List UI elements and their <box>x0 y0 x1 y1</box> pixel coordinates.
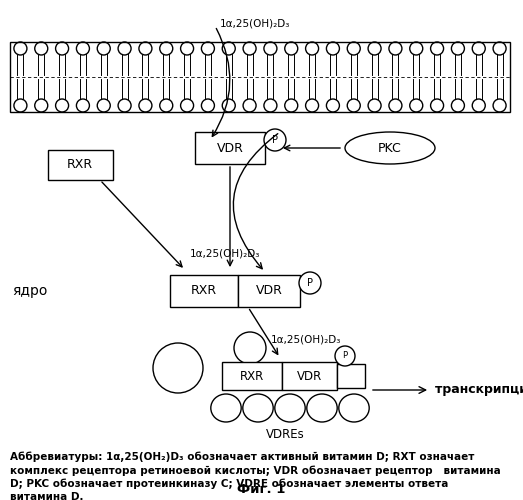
Circle shape <box>347 99 360 112</box>
Ellipse shape <box>211 394 241 422</box>
Circle shape <box>472 42 485 55</box>
Circle shape <box>55 99 69 112</box>
Text: Фиг. 1: Фиг. 1 <box>237 483 285 496</box>
Circle shape <box>285 42 298 55</box>
Text: RXR: RXR <box>191 284 217 298</box>
Circle shape <box>234 332 266 364</box>
Text: P: P <box>343 352 348 360</box>
Text: VDR: VDR <box>217 142 243 154</box>
Text: VDR: VDR <box>297 370 322 382</box>
Circle shape <box>14 42 27 55</box>
Circle shape <box>118 42 131 55</box>
Circle shape <box>347 42 360 55</box>
Text: 1α,25(OH)₂D₃: 1α,25(OH)₂D₃ <box>220 18 290 28</box>
FancyArrowPatch shape <box>373 386 426 394</box>
Text: ядро: ядро <box>12 284 48 298</box>
Bar <box>48 150 112 180</box>
Circle shape <box>493 99 506 112</box>
Text: PKC: PKC <box>378 142 402 154</box>
Text: P: P <box>272 135 278 145</box>
Text: P: P <box>307 278 313 288</box>
Circle shape <box>493 42 506 55</box>
Circle shape <box>153 343 203 393</box>
Circle shape <box>410 42 423 55</box>
Text: Аббревиатуры: 1α,25(OH₂)D₃ обозначает активный витамин D; RXT означает
комплекс : Аббревиатуры: 1α,25(OH₂)D₃ обозначает ак… <box>10 452 501 500</box>
Circle shape <box>180 42 194 55</box>
Circle shape <box>326 99 339 112</box>
Circle shape <box>160 99 173 112</box>
Circle shape <box>264 129 286 151</box>
Circle shape <box>243 99 256 112</box>
Bar <box>10 42 510 112</box>
FancyArrowPatch shape <box>102 182 182 267</box>
FancyArrowPatch shape <box>285 145 340 151</box>
Ellipse shape <box>243 394 273 422</box>
Circle shape <box>305 99 319 112</box>
Text: транскрипция гена: транскрипция гена <box>435 384 523 396</box>
Circle shape <box>368 99 381 112</box>
Bar <box>195 132 265 164</box>
Circle shape <box>243 42 256 55</box>
Circle shape <box>410 99 423 112</box>
Circle shape <box>264 42 277 55</box>
Circle shape <box>180 99 194 112</box>
Text: RXR: RXR <box>240 370 264 382</box>
Circle shape <box>264 99 277 112</box>
Circle shape <box>97 42 110 55</box>
Circle shape <box>76 99 89 112</box>
Bar <box>337 364 365 388</box>
Ellipse shape <box>339 394 369 422</box>
Circle shape <box>451 99 464 112</box>
Bar <box>238 275 300 307</box>
Circle shape <box>389 99 402 112</box>
Circle shape <box>14 99 27 112</box>
Bar <box>222 362 282 390</box>
Circle shape <box>35 99 48 112</box>
Circle shape <box>222 99 235 112</box>
Circle shape <box>472 99 485 112</box>
Circle shape <box>430 42 444 55</box>
Circle shape <box>139 42 152 55</box>
Circle shape <box>285 99 298 112</box>
Circle shape <box>35 42 48 55</box>
Circle shape <box>201 42 214 55</box>
Bar <box>282 362 337 390</box>
FancyArrowPatch shape <box>249 310 278 354</box>
Circle shape <box>160 42 173 55</box>
Ellipse shape <box>307 394 337 422</box>
Text: VDREs: VDREs <box>266 428 304 441</box>
Circle shape <box>55 42 69 55</box>
Circle shape <box>326 42 339 55</box>
Ellipse shape <box>345 132 435 164</box>
Circle shape <box>335 346 355 366</box>
Ellipse shape <box>275 394 305 422</box>
Circle shape <box>118 99 131 112</box>
Circle shape <box>368 42 381 55</box>
Circle shape <box>389 42 402 55</box>
Circle shape <box>76 42 89 55</box>
FancyArrowPatch shape <box>233 134 278 268</box>
Text: VDR: VDR <box>256 284 282 298</box>
Circle shape <box>451 42 464 55</box>
Circle shape <box>299 272 321 294</box>
Bar <box>170 275 238 307</box>
Circle shape <box>201 99 214 112</box>
Circle shape <box>430 99 444 112</box>
Bar <box>10 53 510 101</box>
Text: 1α,25(OH)₂D₃: 1α,25(OH)₂D₃ <box>271 335 341 345</box>
FancyArrowPatch shape <box>227 167 233 266</box>
Circle shape <box>97 99 110 112</box>
FancyArrowPatch shape <box>212 28 230 136</box>
Circle shape <box>139 99 152 112</box>
Circle shape <box>305 42 319 55</box>
Text: RXR: RXR <box>67 158 93 172</box>
Text: 1α,25(OH)₂D₃: 1α,25(OH)₂D₃ <box>190 248 260 258</box>
Circle shape <box>222 42 235 55</box>
